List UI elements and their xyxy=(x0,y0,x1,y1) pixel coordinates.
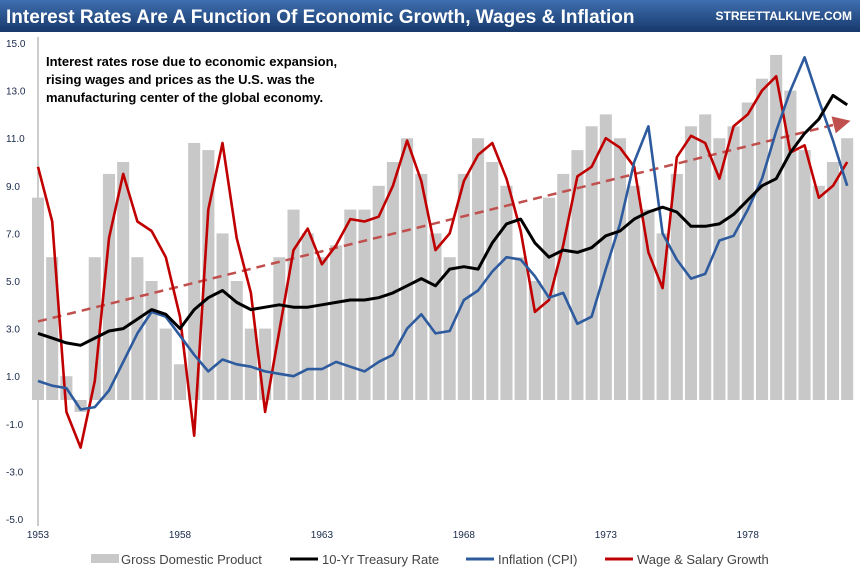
gdp-bar xyxy=(755,78,769,400)
gdp-bar xyxy=(713,138,726,400)
gdp-bar xyxy=(230,281,243,400)
gdp-bar xyxy=(841,138,854,400)
gdp-bar xyxy=(117,162,130,400)
legend-label-treasury: 10-Yr Treasury Rate xyxy=(322,552,439,567)
gdp-bar xyxy=(145,281,158,400)
gdp-bar xyxy=(585,126,598,401)
gdp-bar xyxy=(244,328,257,400)
gdp-bar xyxy=(812,185,825,400)
x-tick-label: 1968 xyxy=(453,530,476,541)
gdp-bar xyxy=(344,209,357,400)
y-tick-label: 15.0 xyxy=(6,39,26,50)
gdp-bar xyxy=(315,257,328,400)
gdp-bar xyxy=(415,173,428,400)
gdp-bar xyxy=(628,185,641,400)
gdp-bar xyxy=(188,142,201,400)
brand-label: STREETTALKLIVE.COM xyxy=(716,9,852,23)
x-tick-labels: 1953 1958 1963 1968 1973 1978 xyxy=(27,530,759,541)
gdp-bar xyxy=(301,233,314,400)
treasury-rate-line xyxy=(37,93,849,347)
gdp-bar xyxy=(131,257,144,400)
y-tick-label: 3.0 xyxy=(6,325,20,336)
y-tick-label: -3.0 xyxy=(6,467,24,478)
gdp-bar xyxy=(216,233,229,400)
y-tick-label: 13.0 xyxy=(6,87,26,98)
gdp-bar xyxy=(74,400,87,412)
gdp-bar xyxy=(46,257,59,400)
legend-swatch-gdp xyxy=(91,554,119,563)
gdp-bar xyxy=(528,281,541,400)
y-tick-label: -1.0 xyxy=(6,420,24,431)
gdp-bar xyxy=(457,173,470,400)
gdp-bar xyxy=(784,90,797,400)
header-band xyxy=(0,0,860,32)
gdp-bar xyxy=(642,209,655,400)
gdp-bar xyxy=(386,162,399,400)
gdp-bar xyxy=(826,162,839,400)
gdp-bar xyxy=(727,126,740,401)
gdp-bars xyxy=(31,54,854,412)
y-tick-labels: 15.0 13.0 11.0 9.0 7.0 5.0 3.0 1.0 -1.0 … xyxy=(6,39,26,526)
legend-label-wages: Wage & Salary Growth xyxy=(637,552,769,567)
gdp-bar xyxy=(684,126,698,401)
gdp-bar xyxy=(500,185,513,400)
gdp-bar xyxy=(372,185,385,400)
y-tick-label: -5.0 xyxy=(6,515,24,526)
gdp-bar xyxy=(670,173,683,400)
y-tick-label: 1.0 xyxy=(6,372,20,383)
gdp-bar xyxy=(88,257,101,400)
gdp-bar xyxy=(599,114,612,401)
annotation-line: rising wages and prices as the U.S. was … xyxy=(46,72,315,87)
gdp-bar xyxy=(287,209,300,400)
gdp-bar xyxy=(613,138,627,400)
gdp-bar xyxy=(571,150,584,400)
legend-label-gdp: Gross Domestic Product xyxy=(121,552,262,567)
chart-title: Interest Rates Are A Function Of Economi… xyxy=(6,7,634,28)
annotation-line: Interest rates rose due to economic expa… xyxy=(46,54,337,69)
y-tick-label: 5.0 xyxy=(6,277,20,288)
x-tick-label: 1953 xyxy=(27,530,50,541)
gdp-bar xyxy=(741,102,754,400)
annotation-line: manufacturing center of the global econo… xyxy=(46,90,323,105)
gdp-bar xyxy=(31,197,45,400)
wage-growth-line xyxy=(36,75,849,449)
gdp-bar xyxy=(429,233,442,400)
gdp-bar xyxy=(486,162,499,400)
gdp-bar xyxy=(699,114,712,401)
gdp-bar xyxy=(770,54,783,401)
legend: Gross Domestic Product 10-Yr Treasury Ra… xyxy=(91,552,769,567)
annotation: Interest rates rose due to economic expa… xyxy=(46,54,337,105)
gdp-bar xyxy=(656,233,669,400)
gdp-bar xyxy=(173,364,186,400)
y-tick-label: 9.0 xyxy=(6,182,20,193)
gdp-bar xyxy=(401,138,414,400)
gdp-bar xyxy=(798,150,811,400)
x-tick-label: 1963 xyxy=(311,530,334,541)
gdp-bar xyxy=(330,245,343,400)
x-tick-label: 1958 xyxy=(169,530,192,541)
x-tick-label: 1978 xyxy=(737,530,760,541)
y-tick-label: 11.0 xyxy=(6,134,25,145)
y-tick-label: 7.0 xyxy=(6,229,20,240)
gdp-bar xyxy=(202,150,215,400)
x-tick-label: 1973 xyxy=(595,530,618,541)
legend-label-cpi: Inflation (CPI) xyxy=(498,552,577,567)
gdp-bar xyxy=(557,173,570,400)
gdp-bar xyxy=(159,328,172,400)
series-lines xyxy=(36,56,849,449)
gdp-bar xyxy=(358,209,371,400)
inflation-cpi-line xyxy=(37,56,849,411)
gdp-bar xyxy=(514,257,527,400)
